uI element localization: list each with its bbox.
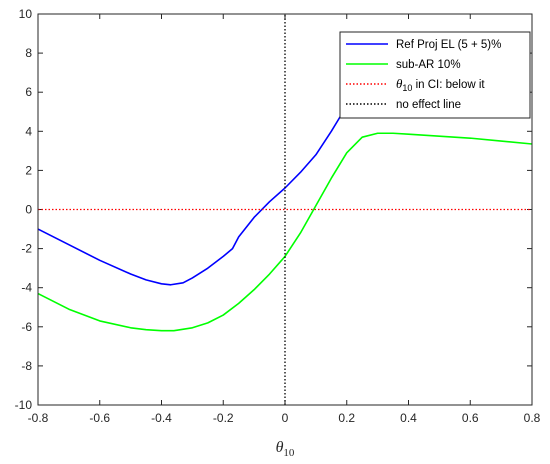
x-tick-label: 0.2 xyxy=(338,411,355,425)
x-tick-label: -0.6 xyxy=(89,411,110,425)
y-tick-label: 8 xyxy=(25,46,32,60)
legend-label-1: sub-AR 10% xyxy=(396,59,461,71)
x-tick-label: 0.4 xyxy=(400,411,417,425)
x-tick-label: -0.8 xyxy=(28,411,49,425)
y-tick-label: -4 xyxy=(21,281,32,295)
legend-label-0: Ref Proj EL (5 + 5)% xyxy=(396,39,501,51)
legend-label-3: no effect line xyxy=(396,99,461,111)
x-tick-label: 0.8 xyxy=(524,411,541,425)
x-tick-labels: -0.8 -0.6 -0.4 -0.2 0 0.2 0.4 0.6 0.8 xyxy=(28,411,541,425)
x-tick-label: 0.6 xyxy=(462,411,479,425)
y-tick-label: 2 xyxy=(25,163,32,177)
y-tick-label: 6 xyxy=(25,85,32,99)
x-tick-label: -0.4 xyxy=(151,411,172,425)
plot-frame xyxy=(37,13,533,406)
y-tick-label: 10 xyxy=(19,7,33,21)
y-tick-label: -8 xyxy=(21,359,32,373)
y-tick-label: 4 xyxy=(25,124,32,138)
y-tick-label: 0 xyxy=(25,203,32,217)
legend-label-2: θ10 in CI: below it xyxy=(396,76,485,93)
legend: Ref Proj EL (5 + 5)% sub-AR 10% θ10 in CI:… xyxy=(339,31,531,119)
series-layer xyxy=(37,14,533,405)
x-tick-label: 0 xyxy=(282,411,289,425)
x-tick-label: -0.2 xyxy=(213,411,234,425)
series-line-1 xyxy=(37,132,533,332)
series-line-0 xyxy=(37,99,354,286)
y-tick-labels: 10 8 6 4 2 0 -2 -4 -6 -8 -10 xyxy=(15,7,33,412)
x-axis-label: θ10 xyxy=(276,439,295,459)
y-tick-label: -6 xyxy=(21,320,32,334)
y-tick-label: -2 xyxy=(21,242,32,256)
y-tick-label: -10 xyxy=(15,398,33,412)
